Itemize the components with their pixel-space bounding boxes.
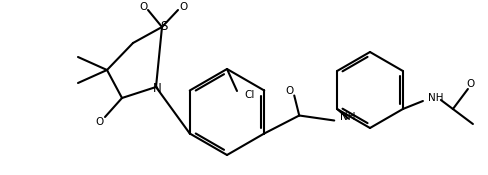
Text: NH: NH (428, 93, 444, 103)
Text: NH: NH (340, 113, 356, 122)
Text: Cl: Cl (244, 90, 254, 100)
Text: N: N (153, 82, 162, 96)
Text: O: O (467, 79, 475, 89)
Text: O: O (139, 2, 147, 12)
Text: O: O (95, 117, 103, 127)
Text: S: S (161, 19, 168, 33)
Text: O: O (179, 2, 187, 12)
Text: O: O (285, 86, 293, 96)
